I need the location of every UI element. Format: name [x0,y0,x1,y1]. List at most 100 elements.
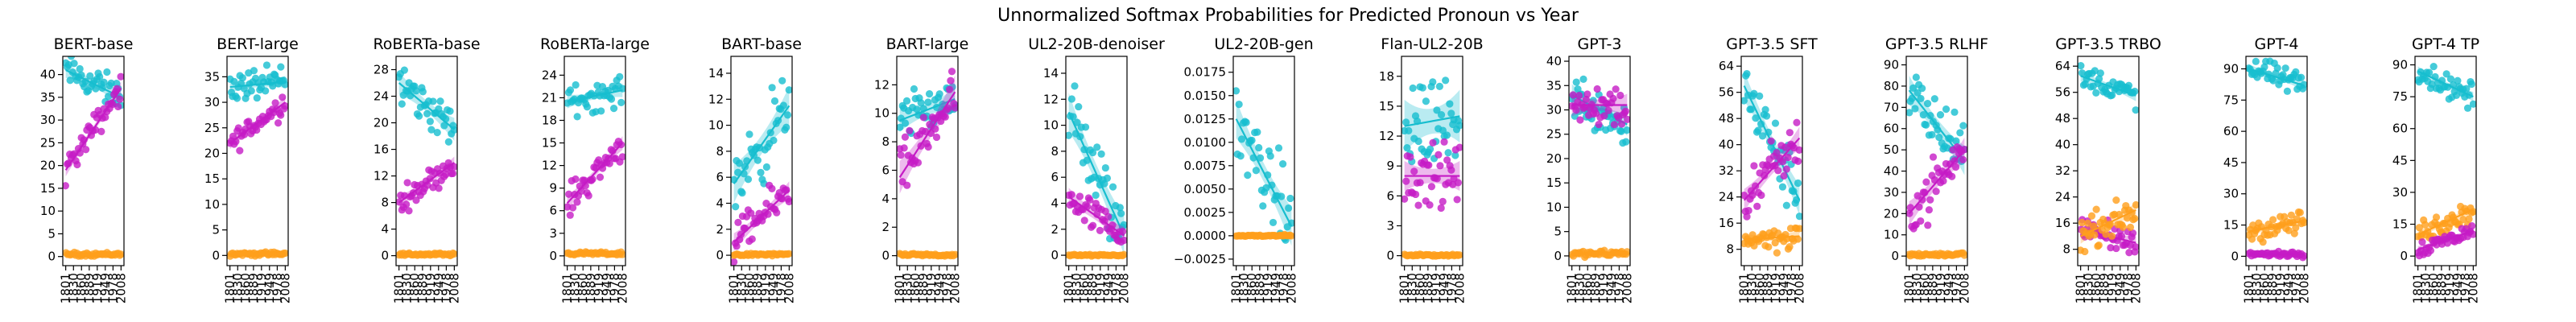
x-tick-label: 1889 [750,273,765,303]
y-tick-label: 0.0125 [1184,112,1227,126]
data-point [583,103,592,111]
y-tick-label: 6 [716,170,724,184]
data-point [1437,111,1446,119]
data-point [609,105,618,113]
panel-title: UL2-20B-gen [1214,35,1313,53]
data-point [897,123,904,131]
x-tick-label: 1860 [2257,273,2272,303]
data-point [924,98,932,106]
y-tick-label: 28 [374,63,389,77]
y-tick-label: 6 [549,204,557,218]
data-point [1278,192,1286,200]
data-point [1075,102,1083,111]
x-tick-label: 1919 [1261,273,1275,303]
data-point [744,175,753,184]
x-tick-label: 1889 [2434,273,2449,303]
data-point [1248,136,1256,144]
data-point [1242,118,1250,126]
x-tick-label: 1889 [82,273,97,303]
y-tick-label: 2 [1051,222,1059,237]
y-tick-label: 30 [204,95,220,109]
axes-frame [1740,56,1803,266]
x-tick-label: 1978 [1949,273,1963,303]
y-tick-label: 40 [2055,138,2070,152]
y-tick-label: 45 [2223,155,2239,170]
x-tick-label: 1919 [254,273,269,303]
data-point [1233,87,1241,95]
data-point [2132,106,2139,114]
axes-frame [896,56,959,266]
panel-8: Flan-UL2-20B0369121518180118301860188919… [1379,35,1484,303]
y-tick-label: 15 [542,136,557,151]
y-tick-label: 56 [1719,85,1734,100]
data-point [2125,249,2133,257]
regression-line [398,82,456,130]
x-tick-label: 1978 [270,273,284,303]
y-tick-label: 2 [716,222,724,237]
x-tick-label: 1801 [1062,273,1076,303]
data-point [2443,239,2451,247]
y-tick-label: 10 [874,106,890,121]
x-tick-label: 2008 [1284,273,1298,303]
data-point [1080,217,1088,225]
x-tick-label: 1949 [1604,273,1619,303]
y-tick-label: 40 [1719,138,1734,152]
data-point [1411,190,1420,199]
y-tick-label: 56 [2055,85,2070,100]
x-tick-label: 1801 [2411,273,2425,303]
y-tick-label: 24 [1719,190,1734,204]
y-tick-label: 0 [1051,248,1059,262]
data-point [2132,243,2139,251]
y-tick-label: 6 [1386,188,1394,203]
data-point [104,93,113,101]
x-tick-label: 2008 [278,273,292,303]
y-tick-label: 0 [2400,249,2408,263]
x-tick-label: 1889 [916,273,931,303]
data-point [902,97,911,105]
data-point [1089,221,1097,229]
data-point [274,119,283,127]
data-point [2260,63,2268,71]
data-point [253,126,261,134]
y-tick-label: 48 [1719,111,1734,126]
data-point [1924,221,1932,229]
data-point [914,159,923,167]
data-point [597,107,605,115]
y-tick-label: 15 [2223,218,2239,233]
data-point [1942,105,1951,114]
data-point [1951,108,1959,116]
x-tick-label: 2008 [947,273,962,303]
panel-11: GPT-3.5 RLHF0102030405060708090180118301… [1884,35,1988,303]
x-tick-label: 1889 [1421,273,1435,303]
x-tick-label: 1919 [758,273,773,303]
data-point [2273,64,2281,72]
data-point [2462,85,2471,93]
data-point [2095,242,2103,250]
y-tick-label: 2 [881,220,890,234]
x-tick-label: 1860 [1413,273,1427,303]
data-point [1425,161,1433,169]
panel-title: BART-large [886,35,969,53]
data-point [2107,232,2116,240]
data-point [2425,68,2434,76]
data-point [1403,143,1411,152]
data-point [1760,171,1769,180]
data-point [1451,151,1459,159]
y-tick-label: 35 [40,90,56,105]
data-point [2128,229,2137,237]
data-point [747,209,755,217]
data-point [1256,154,1265,162]
data-point [1576,116,1584,124]
x-tick-label: 1978 [1612,273,1626,303]
data-point [1767,137,1775,145]
data-point [1623,126,1630,134]
data-point [2465,215,2473,223]
data-point [1609,94,1617,102]
data-point [1796,225,1802,233]
x-tick-label: 1830 [734,273,749,303]
data-point [1918,85,1926,93]
data-point [236,147,244,155]
y-tick-label: 10 [204,197,220,212]
y-tick-label: 15 [1546,175,1562,190]
data-point [1427,183,1436,191]
